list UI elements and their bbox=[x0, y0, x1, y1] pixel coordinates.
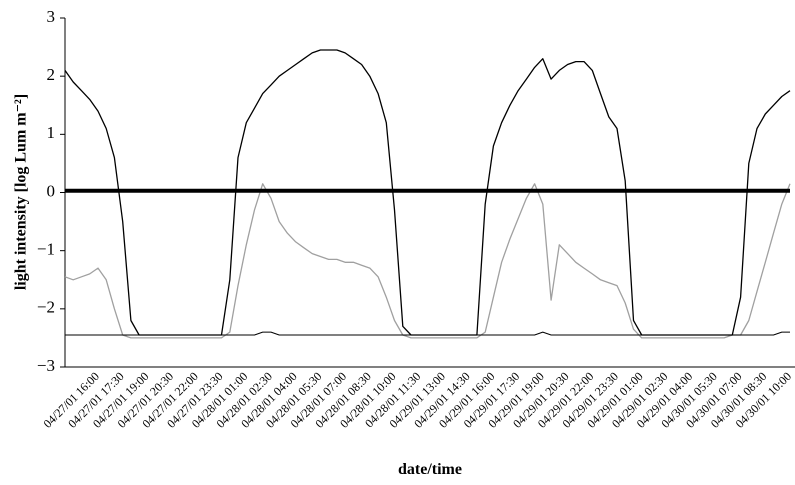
y-tick-label: 3 bbox=[47, 7, 56, 26]
y-tick-label: 2 bbox=[47, 65, 56, 84]
y-tick-label: −2 bbox=[37, 298, 55, 317]
y-tick-label: 0 bbox=[47, 181, 56, 200]
y-tick-label: 1 bbox=[47, 123, 56, 142]
x-axis-title: date/time bbox=[398, 461, 462, 478]
y-tick-label: −3 bbox=[37, 356, 55, 375]
series-line bbox=[64, 49, 791, 336]
y-tick-label: −1 bbox=[37, 240, 55, 259]
series-line bbox=[64, 183, 791, 339]
y-axis-title: light intensity [log Lum m⁻²] bbox=[13, 94, 30, 290]
